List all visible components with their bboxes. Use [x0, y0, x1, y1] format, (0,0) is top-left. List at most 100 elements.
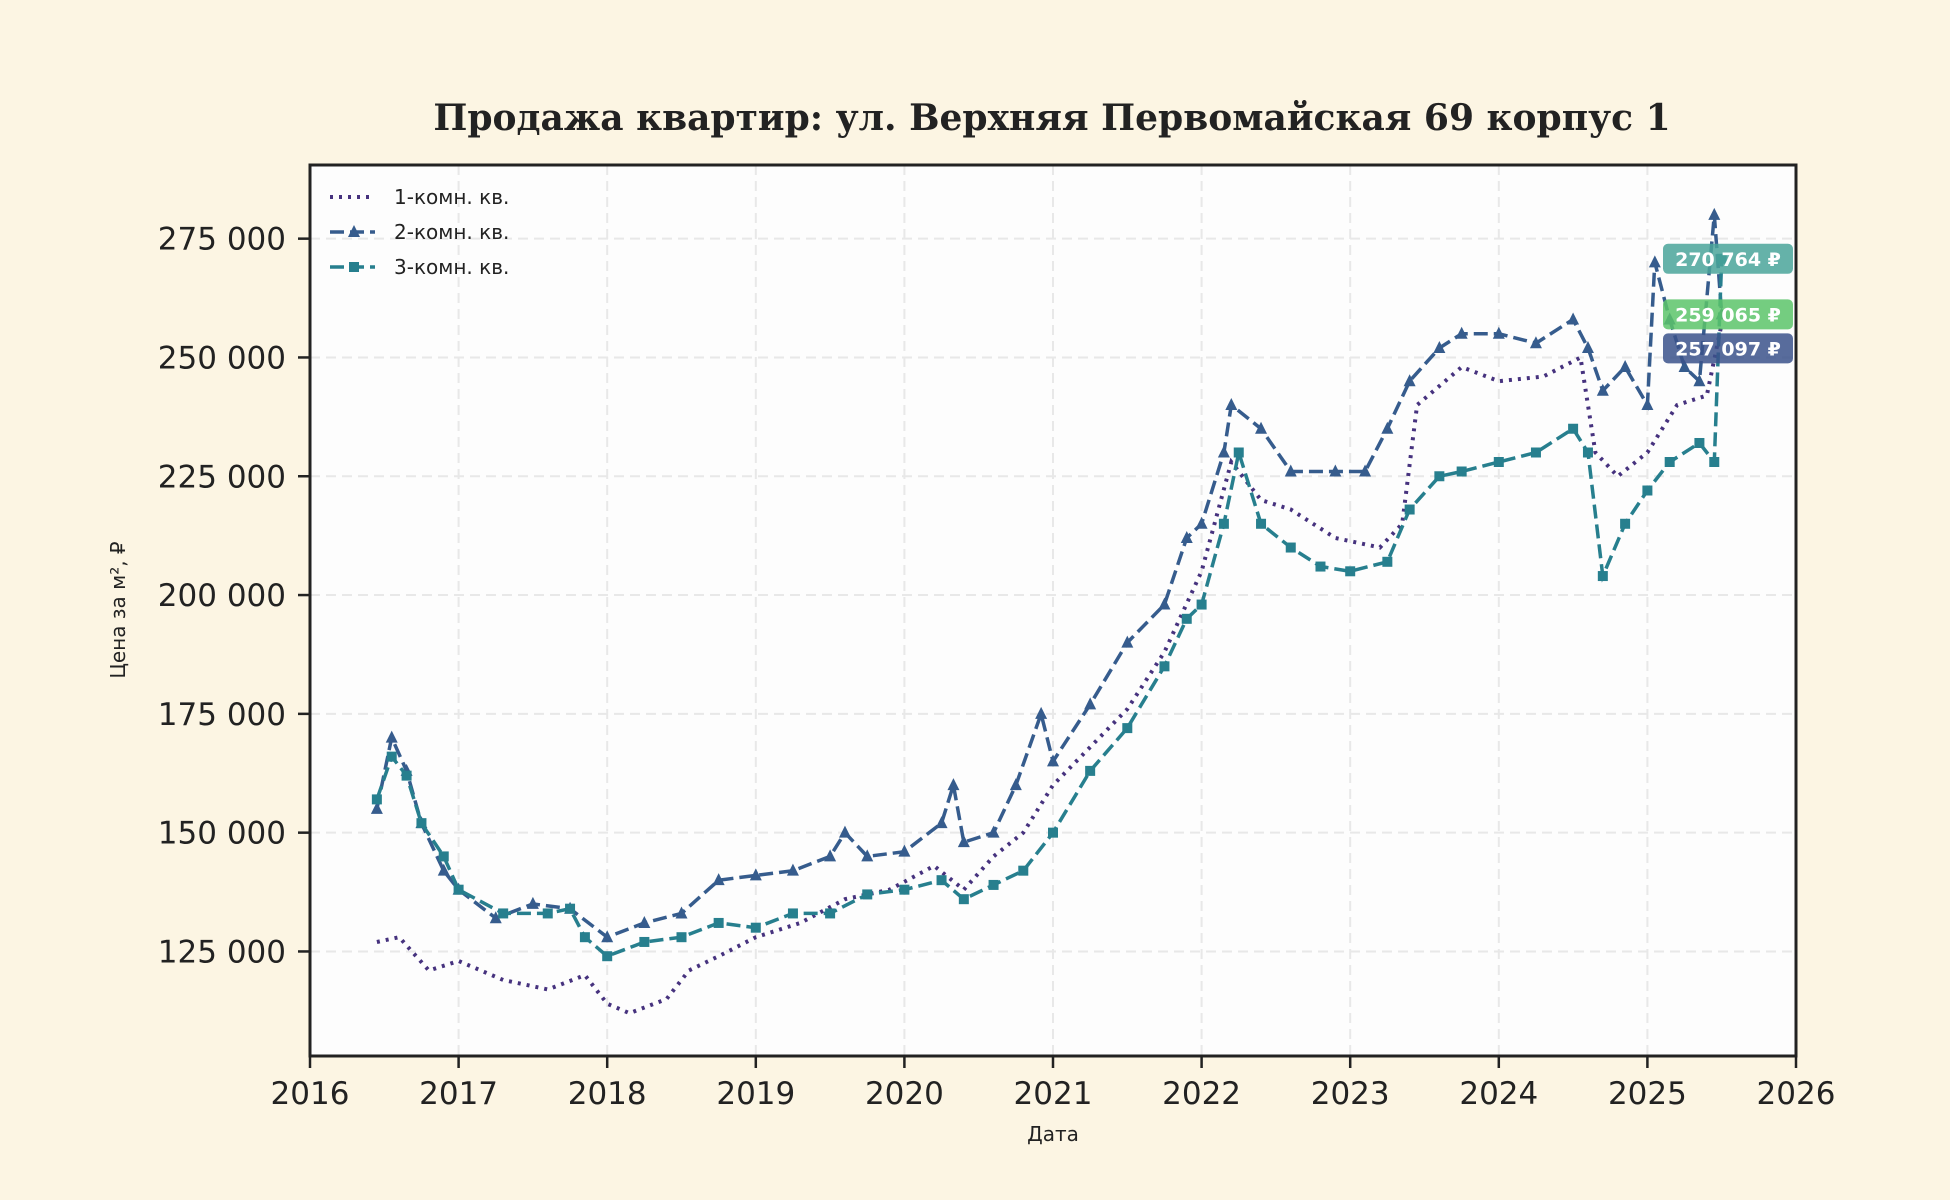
y-tick-label: 275 000: [158, 222, 286, 258]
data-point: [712, 873, 725, 886]
data-point: [958, 894, 969, 905]
x-tick-label: 2020: [865, 1076, 944, 1112]
data-point: [1493, 457, 1504, 467]
data-point: [1693, 374, 1706, 387]
data-point: [899, 884, 910, 895]
x-tick-label: 2019: [716, 1076, 795, 1112]
data-point: [1404, 504, 1415, 515]
x-tick-label: 2018: [568, 1076, 647, 1112]
data-point: [1181, 613, 1192, 624]
label-text: 257 097 ₽: [1675, 338, 1781, 360]
data-point: [947, 778, 960, 791]
data-point: [1456, 466, 1467, 477]
data-point: [1678, 359, 1691, 372]
data-point: [1582, 447, 1593, 458]
axis-ticks: 2016 2017 2018 2019 2020 2021 2022 2023 2024 2025…: [158, 222, 1836, 1112]
data-point: [1664, 457, 1675, 467]
data-point: [1159, 661, 1170, 672]
data-point: [1596, 383, 1609, 396]
data-point: [749, 868, 762, 881]
x-tick-label: 2024: [1459, 1076, 1538, 1112]
data-point: [861, 849, 874, 862]
data-point: [489, 911, 502, 924]
x-tick-label: 2025: [1608, 1076, 1687, 1112]
legend-label: 3-комн. кв.: [394, 255, 509, 279]
data-point: [1648, 255, 1661, 268]
data-point: [1433, 340, 1446, 353]
data-point: [401, 770, 412, 781]
label-text: 270 764 ₽: [1675, 249, 1781, 271]
x-tick-label: 2022: [1162, 1076, 1241, 1112]
data-point: [1196, 599, 1207, 610]
series-3: [371, 253, 1727, 962]
data-point: [1121, 635, 1134, 648]
y-tick-label: 175 000: [158, 697, 286, 733]
data-point: [825, 908, 836, 919]
data-point: [787, 908, 798, 919]
data-point: [987, 825, 1000, 838]
last-price-label: 259 065 ₽: [1663, 299, 1793, 330]
data-point: [1122, 723, 1133, 734]
data-point: [1709, 457, 1720, 467]
y-axis-label: Цена за м², ₽: [106, 541, 130, 679]
y-tick-label: 225 000: [158, 459, 286, 495]
legend: 1-комн. кв. 2-комн. кв. 3-комн. кв.: [330, 185, 509, 279]
series-line: [375, 258, 1724, 959]
data-point: [1434, 471, 1445, 482]
x-tick-label: 2016: [271, 1076, 350, 1112]
data-point: [1217, 445, 1230, 458]
last-price-label: 257 097 ₽: [1663, 333, 1793, 364]
data-point: [579, 932, 590, 943]
label-box: [1663, 243, 1793, 274]
data-point: [713, 917, 724, 928]
x-axis-label: Дата: [1027, 1122, 1079, 1146]
data-point: [898, 844, 911, 857]
legend-marker: [349, 262, 359, 272]
data-point: [602, 951, 613, 962]
x-tick-label: 2023: [1311, 1076, 1390, 1112]
data-point: [1708, 207, 1721, 220]
data-point: [1284, 464, 1297, 477]
data-point: [957, 835, 970, 848]
data-point: [1329, 464, 1342, 477]
series-line: [375, 214, 1724, 940]
data-point: [1567, 312, 1580, 325]
legend-marker: [348, 225, 360, 237]
data-point: [862, 889, 873, 900]
data-point: [370, 801, 383, 814]
y-tick-label: 125 000: [158, 934, 286, 970]
data-point: [385, 730, 398, 743]
data-point: [453, 884, 464, 895]
series-group: [370, 207, 1728, 1016]
last-price-label: 270 764 ₽: [1663, 243, 1793, 274]
data-point: [1218, 518, 1229, 529]
data-point: [1018, 865, 1029, 876]
data-point: [1530, 447, 1541, 458]
price-labels: 270 764 ₽ 259 065 ₽ 257 097 ₽: [1663, 243, 1793, 364]
data-point: [638, 915, 651, 928]
data-point: [824, 849, 837, 862]
data-point: [1085, 765, 1096, 776]
data-point: [1620, 518, 1631, 529]
label-text: 259 065 ₽: [1675, 304, 1781, 326]
data-point: [601, 930, 614, 943]
data-point: [1568, 423, 1579, 434]
data-point: [1195, 516, 1208, 529]
data-point: [1642, 485, 1653, 496]
data-point: [1035, 706, 1048, 719]
data-point: [1315, 561, 1326, 572]
data-point: [675, 906, 688, 919]
data-point: [750, 922, 761, 933]
data-point: [1619, 359, 1632, 372]
data-point: [437, 863, 450, 876]
data-point: [1255, 421, 1268, 434]
series-line: [376, 323, 1724, 1016]
data-point: [1381, 421, 1394, 434]
y-tick-label: 250 000: [158, 340, 286, 376]
data-point: [1285, 542, 1296, 553]
data-point: [565, 903, 576, 914]
y-tick-label: 200 000: [158, 578, 286, 614]
data-point: [1581, 340, 1594, 353]
data-point: [1180, 531, 1193, 544]
